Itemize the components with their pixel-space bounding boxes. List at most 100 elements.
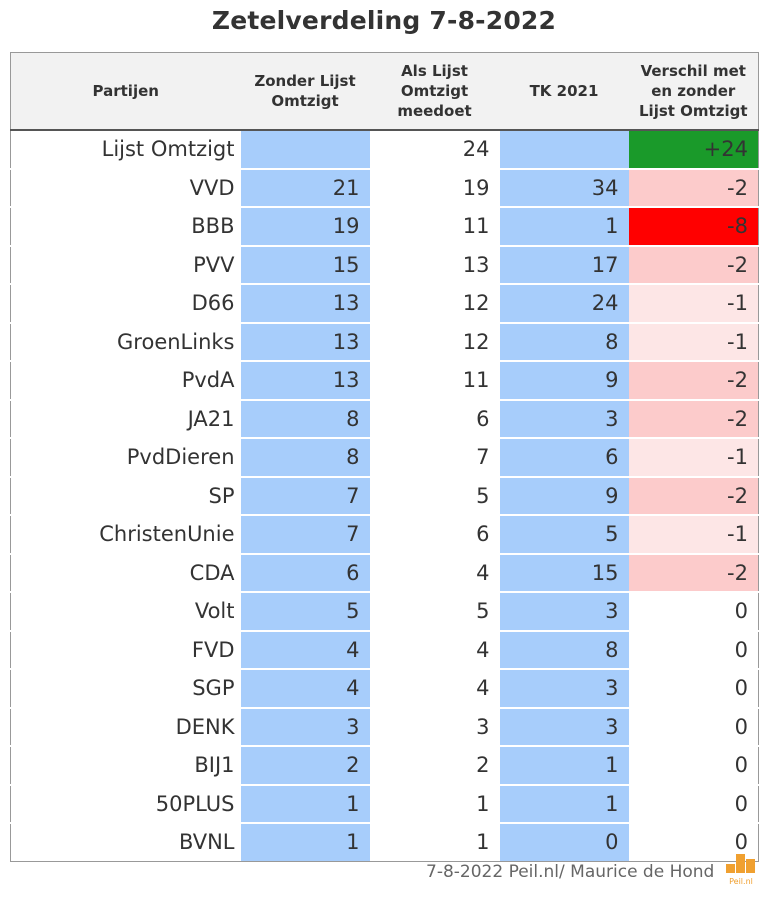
tk2021-value: 1 bbox=[499, 207, 629, 247]
als-lijst-omtzigt-value: 13 bbox=[369, 245, 500, 285]
seat-distribution-table: Partijen Zonder Lijst Omtzigt Als Lijst … bbox=[10, 52, 759, 862]
table-row: PvdA 13 11 9 -2 bbox=[10, 361, 759, 401]
zonder-lijst-omtzigt-value: 4 bbox=[240, 630, 370, 670]
table-row: ChristenUnie 7 6 5 -1 bbox=[10, 515, 759, 555]
als-lijst-omtzigt-value: 2 bbox=[369, 746, 500, 786]
party-name: DENK bbox=[10, 707, 241, 747]
zonder-lijst-omtzigt-value: 19 bbox=[240, 207, 370, 247]
tk2021-value: 17 bbox=[499, 245, 629, 285]
als-lijst-omtzigt-value: 5 bbox=[369, 476, 500, 516]
verschil-value: 0 bbox=[628, 746, 759, 786]
header-verschil: Verschil met en zonder Lijst Omtzigt bbox=[628, 52, 759, 131]
party-name: BIJ1 bbox=[10, 746, 241, 786]
zonder-lijst-omtzigt-value bbox=[240, 130, 370, 170]
footer-credit: 7-8-2022 Peil.nl/ Maurice de Hond bbox=[426, 862, 715, 882]
table-body: Lijst Omtzigt 24 +24 VVD 21 19 34 -2 BBB 19 11 1 -8 P… bbox=[10, 130, 759, 862]
table-row: BBB 19 11 1 -8 bbox=[10, 207, 759, 247]
verschil-value: -2 bbox=[628, 399, 759, 439]
table-row: JA21 8 6 3 -2 bbox=[10, 399, 759, 439]
verschil-value: -1 bbox=[628, 515, 759, 555]
verschil-value: -2 bbox=[628, 476, 759, 516]
zonder-lijst-omtzigt-value: 6 bbox=[240, 553, 370, 593]
party-name: 50PLUS bbox=[10, 784, 241, 824]
header-zonder-lijst-omtzigt: Zonder Lijst Omtzigt bbox=[240, 52, 370, 131]
table-row: 50PLUS 1 1 1 0 bbox=[10, 784, 759, 824]
table-row: D66 13 12 24 -1 bbox=[10, 284, 759, 324]
table-row: DENK 3 3 3 0 bbox=[10, 707, 759, 747]
tk2021-value: 15 bbox=[499, 553, 629, 593]
table-row: VVD 21 19 34 -2 bbox=[10, 168, 759, 208]
zonder-lijst-omtzigt-value: 2 bbox=[240, 746, 370, 786]
verschil-value: 0 bbox=[628, 592, 759, 632]
tk2021-value: 3 bbox=[499, 707, 629, 747]
verschil-value: 0 bbox=[628, 707, 759, 747]
als-lijst-omtzigt-value: 12 bbox=[369, 284, 500, 324]
party-name: Lijst Omtzigt bbox=[10, 130, 241, 170]
tk2021-value: 9 bbox=[499, 361, 629, 401]
party-name: CDA bbox=[10, 553, 241, 593]
tk2021-value: 34 bbox=[499, 168, 629, 208]
verschil-value: -2 bbox=[628, 245, 759, 285]
peil-logo-icon: Peil.nl bbox=[726, 854, 755, 886]
header-tk-2021: TK 2021 bbox=[499, 52, 629, 131]
party-name: Volt bbox=[10, 592, 241, 632]
als-lijst-omtzigt-value: 3 bbox=[369, 707, 500, 747]
zonder-lijst-omtzigt-value: 13 bbox=[240, 322, 370, 362]
table-row: GroenLinks 13 12 8 -1 bbox=[10, 322, 759, 362]
table-row: PvdDieren 8 7 6 -1 bbox=[10, 438, 759, 478]
tk2021-value: 5 bbox=[499, 515, 629, 555]
zonder-lijst-omtzigt-value: 13 bbox=[240, 284, 370, 324]
party-name: D66 bbox=[10, 284, 241, 324]
als-lijst-omtzigt-value: 19 bbox=[369, 168, 500, 208]
tk2021-value: 3 bbox=[499, 399, 629, 439]
als-lijst-omtzigt-value: 1 bbox=[369, 823, 500, 862]
table-row: SGP 4 4 3 0 bbox=[10, 669, 759, 709]
table-row: Lijst Omtzigt 24 +24 bbox=[10, 130, 759, 170]
party-name: SP bbox=[10, 476, 241, 516]
table-row: CDA 6 4 15 -2 bbox=[10, 553, 759, 593]
zonder-lijst-omtzigt-value: 7 bbox=[240, 515, 370, 555]
table-row: Volt 5 5 3 0 bbox=[10, 592, 759, 632]
party-name: BBB bbox=[10, 207, 241, 247]
tk2021-value: 8 bbox=[499, 630, 629, 670]
tk2021-value: 3 bbox=[499, 592, 629, 632]
table-row: BIJ1 2 2 1 0 bbox=[10, 746, 759, 786]
verschil-value: -1 bbox=[628, 284, 759, 324]
als-lijst-omtzigt-value: 11 bbox=[369, 361, 500, 401]
verschil-value: -2 bbox=[628, 361, 759, 401]
party-name: ChristenUnie bbox=[10, 515, 241, 555]
party-name: SGP bbox=[10, 669, 241, 709]
table-row: PVV 15 13 17 -2 bbox=[10, 245, 759, 285]
zonder-lijst-omtzigt-value: 4 bbox=[240, 669, 370, 709]
party-name: GroenLinks bbox=[10, 322, 241, 362]
tk2021-value: 1 bbox=[499, 784, 629, 824]
als-lijst-omtzigt-value: 7 bbox=[369, 438, 500, 478]
als-lijst-omtzigt-value: 4 bbox=[369, 669, 500, 709]
tk2021-value: 3 bbox=[499, 669, 629, 709]
tk2021-value: 8 bbox=[499, 322, 629, 362]
verschil-value: +24 bbox=[628, 130, 759, 170]
party-name: PvdDieren bbox=[10, 438, 241, 478]
verschil-value: 0 bbox=[628, 669, 759, 709]
als-lijst-omtzigt-value: 4 bbox=[369, 553, 500, 593]
als-lijst-omtzigt-value: 5 bbox=[369, 592, 500, 632]
zonder-lijst-omtzigt-value: 3 bbox=[240, 707, 370, 747]
chart-title: Zetelverdeling 7-8-2022 bbox=[211, 6, 557, 35]
party-name: PVV bbox=[10, 245, 241, 285]
party-name: FVD bbox=[10, 630, 241, 670]
verschil-value: -2 bbox=[628, 553, 759, 593]
tk2021-value bbox=[499, 130, 629, 170]
als-lijst-omtzigt-value: 24 bbox=[369, 130, 500, 170]
header-als-lijst-omtzigt-meedoet: Als Lijst Omtzigt meedoet bbox=[369, 52, 500, 131]
table-row: SP 7 5 9 -2 bbox=[10, 476, 759, 516]
tk2021-value: 9 bbox=[499, 476, 629, 516]
tk2021-value: 24 bbox=[499, 284, 629, 324]
party-name: BVNL bbox=[10, 823, 241, 862]
zonder-lijst-omtzigt-value: 1 bbox=[240, 784, 370, 824]
header-partijen: Partijen bbox=[10, 52, 241, 131]
party-name: PvdA bbox=[10, 361, 241, 401]
zonder-lijst-omtzigt-value: 5 bbox=[240, 592, 370, 632]
als-lijst-omtzigt-value: 6 bbox=[369, 515, 500, 555]
verschil-value: 0 bbox=[628, 630, 759, 670]
party-name: JA21 bbox=[10, 399, 241, 439]
